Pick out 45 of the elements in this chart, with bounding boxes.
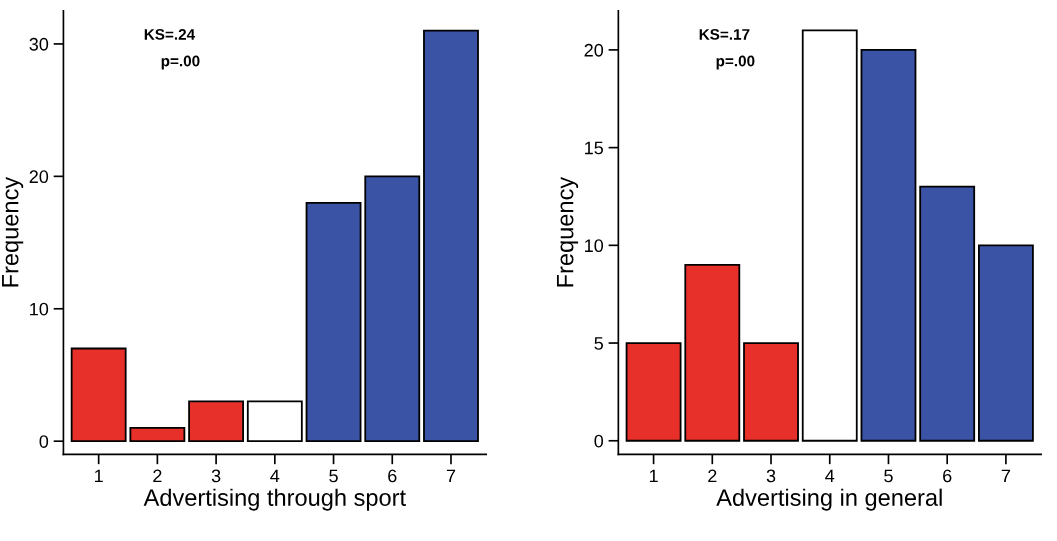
x-tick-label: 5 <box>329 469 338 483</box>
bar <box>743 342 799 442</box>
x-axis-title: Advertising through sport <box>143 488 406 511</box>
x-tick-label: 1 <box>649 469 658 483</box>
y-axis-title: Frequency <box>2 176 24 287</box>
bar <box>977 244 1034 442</box>
x-tick-label: 7 <box>446 469 456 483</box>
x-tick-label: 1 <box>95 469 103 483</box>
x-tick-label: 3 <box>766 469 776 483</box>
x-tick-label: 7 <box>1001 469 1011 483</box>
y-axis-title: Frequency <box>556 176 579 287</box>
x-tick-label: 4 <box>270 469 280 483</box>
annotation: KS=.24 <box>144 28 196 40</box>
y-tick-label: 15 <box>585 141 604 155</box>
annotation: p=.00 <box>161 55 200 70</box>
bar <box>860 49 917 442</box>
bar <box>801 29 858 442</box>
x-tick-label: 6 <box>943 469 952 483</box>
bar <box>70 347 127 443</box>
bar <box>129 427 186 443</box>
x-tick-label: 2 <box>153 469 162 483</box>
bar <box>188 400 245 443</box>
x-tick-label: 5 <box>884 469 893 483</box>
y-tick-label: 20 <box>29 170 49 184</box>
bar <box>625 342 682 442</box>
y-tick-label: 30 <box>29 37 49 51</box>
y-tick-label: 0 <box>594 434 604 448</box>
bar <box>305 201 362 443</box>
annotation: p=.00 <box>716 55 755 70</box>
y-tick-label: 0 <box>39 435 49 448</box>
bar <box>684 263 741 442</box>
annotation: KS=.17 <box>699 28 750 40</box>
bar <box>919 185 976 442</box>
x-axis-title: Advertising in general <box>716 488 942 511</box>
x-tick-label: 4 <box>825 469 835 483</box>
y-tick-label: 10 <box>585 239 604 253</box>
x-tick-label: 6 <box>388 469 397 483</box>
y-tick-label: 10 <box>30 302 49 316</box>
x-tick-label: 2 <box>708 469 717 483</box>
bar <box>246 400 303 443</box>
bar <box>364 175 421 443</box>
bar <box>423 29 479 443</box>
x-tick-label: 3 <box>211 469 221 483</box>
y-tick-label: 5 <box>594 337 604 350</box>
y-tick-label: 20 <box>584 43 604 57</box>
